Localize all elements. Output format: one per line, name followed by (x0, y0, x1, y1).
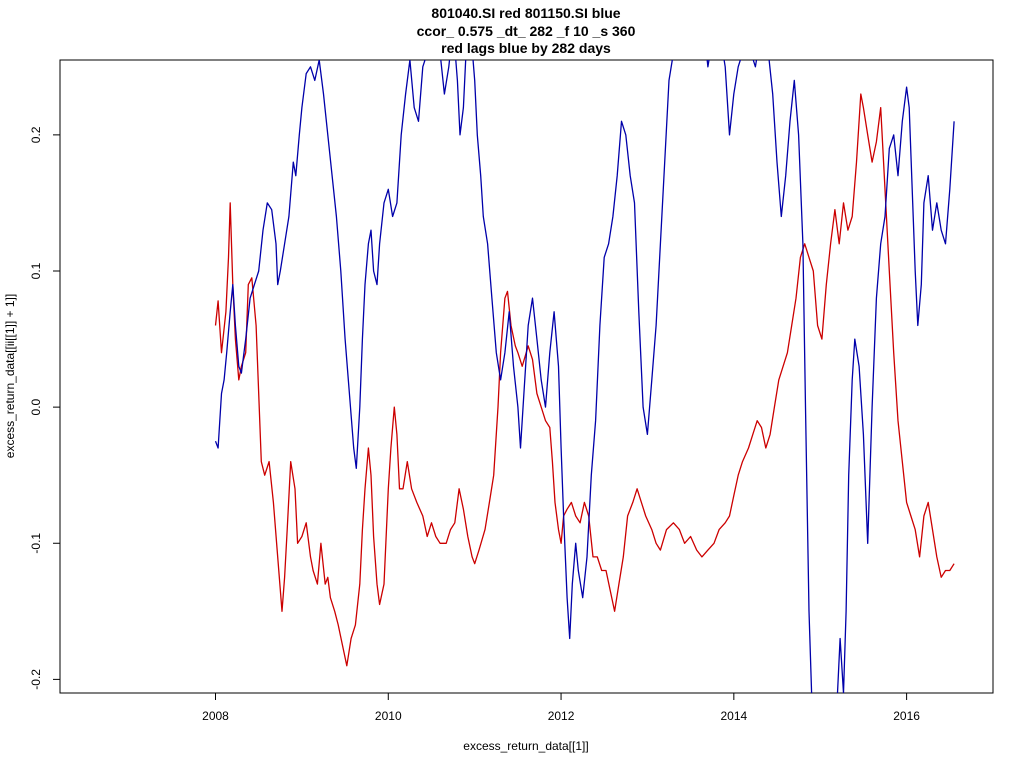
y-axis-label: excess_return_data[[ii[[1]] + 1]] (3, 294, 17, 458)
x-tick-label: 2010 (375, 709, 402, 723)
series-line-801150.SI (214, 60, 955, 693)
series-line-801040.SI (214, 93, 955, 667)
y-tick-label: 0.2 (29, 126, 43, 143)
y-tick-label: 0.0 (29, 398, 43, 415)
x-axis: 2008 2010 2012 2014 2016 (202, 693, 920, 723)
x-tick-label: 2016 (893, 709, 920, 723)
chart-title-line-2: ccor_ 0.575 _dt_ 282 _f 10 _s 360 (417, 23, 636, 39)
chart-title-line-1: 801040.SI red 801150.SI blue (431, 5, 620, 21)
x-tick-label: 2008 (202, 709, 229, 723)
y-axis: -0.2 -0.1 0.0 0.1 0.2 (29, 126, 60, 690)
y-tick-label: -0.2 (29, 669, 43, 690)
x-tick-label: 2012 (548, 709, 575, 723)
x-axis-label: excess_return_data[[1]] (463, 739, 588, 753)
plot-frame (59, 59, 994, 694)
series-layer (214, 60, 955, 693)
x-tick-label: 2014 (720, 709, 747, 723)
y-tick-label: 0.1 (29, 262, 43, 279)
y-tick-label: -0.1 (29, 533, 43, 554)
chart-title-line-3: red lags blue by 282 days (441, 40, 611, 56)
